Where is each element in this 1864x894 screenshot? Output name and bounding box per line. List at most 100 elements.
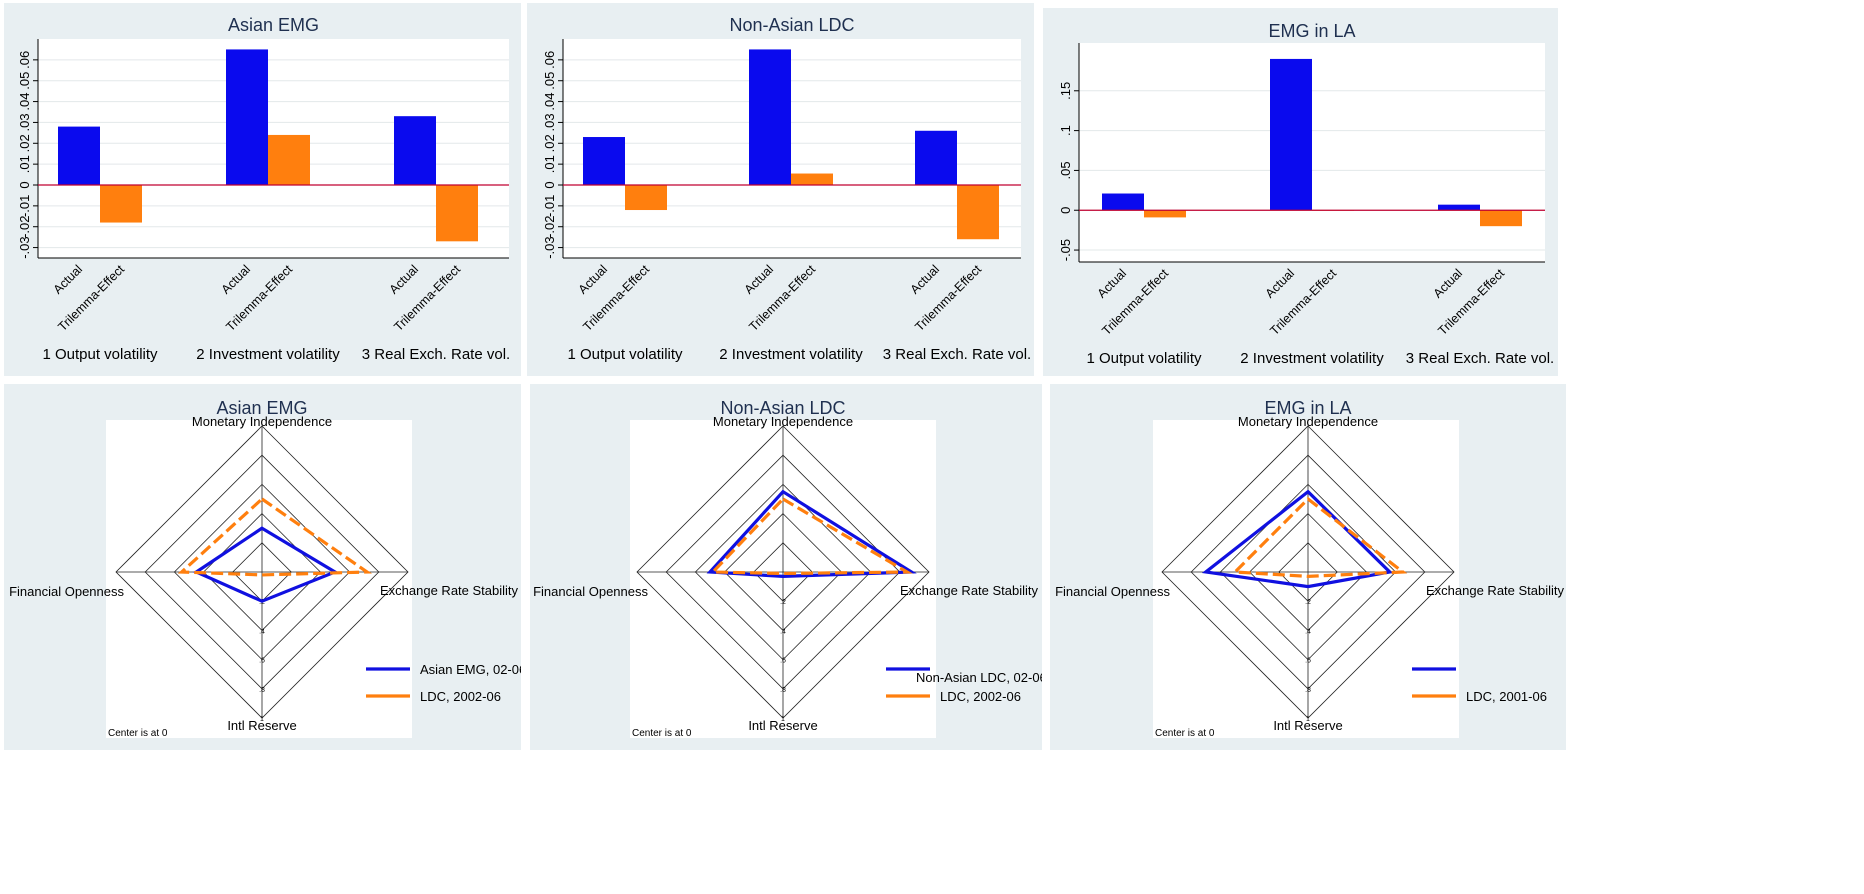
- bar-panel-non-asian-ldc: -.03 -.02 -.01 0 .01 .02 .03 .04 .05 .06 Non-Asian…: [527, 3, 1034, 376]
- bar-actual: [226, 49, 268, 185]
- bar-chart-asian-emg: -.03-.02-.01 0 .01 .02 .03 .04 .05 .06 Asian EMG…: [17, 15, 510, 363]
- bar-label: Actual: [1431, 266, 1465, 300]
- bar-actual: [583, 137, 625, 185]
- bar-panel-emg-in-la: -.05 0 .05 .1 .15 EMG in LA Actual Actual Actual…: [1043, 8, 1558, 376]
- y-tick-label: -.03: [17, 236, 32, 258]
- axis-label-left: Financial Openness: [533, 584, 648, 599]
- group-label: 3 Real Exch. Rate vol.: [362, 346, 510, 363]
- axis-label-top: Monetary Independence: [1238, 414, 1378, 429]
- group-label: 1 Output volatility: [1086, 350, 1202, 367]
- group-label: 3 Real Exch. Rate vol.: [1406, 350, 1554, 367]
- ring-label: .4: [780, 628, 786, 635]
- bar-trilemma-effect: [791, 173, 833, 185]
- bar-chart-emg-in-la: -.05 0 .05 .1 .15 EMG in LA Actual Actual Actual…: [1058, 21, 1554, 367]
- radar-series-solid: [192, 526, 339, 603]
- y-tick-label: 0: [17, 181, 32, 188]
- y-tick-label: .15: [1058, 82, 1073, 100]
- axis-label-bottom: Intl Reserve: [1273, 718, 1342, 733]
- bar-trilemma-effect: [1480, 210, 1522, 227]
- radar-series-dashed: [177, 496, 373, 577]
- ring-label: .8: [1305, 687, 1311, 694]
- legend-label: Asian EMG, 02-06: [420, 662, 521, 677]
- ring-label: 1: [1306, 716, 1310, 723]
- plot-area: [106, 420, 412, 738]
- bar-trilemma-effect: [268, 134, 310, 185]
- y-tick-label: -.03: [542, 236, 557, 258]
- chart-title: Non-Asian LDC: [729, 15, 854, 35]
- y-tick-label: -.02: [17, 216, 32, 238]
- y-tick-label: .05: [542, 72, 557, 90]
- bar-trilemma-effect: [1144, 210, 1186, 218]
- bar-label: Actual: [908, 262, 942, 296]
- group-label: 2 Investment volatility: [1240, 350, 1384, 367]
- center-note: Center is at 0: [632, 728, 692, 739]
- plot-area: [1153, 420, 1459, 738]
- y-tick-label: 0: [542, 181, 557, 188]
- ring-label: .6: [1305, 658, 1311, 665]
- y-tick-label: .04: [542, 93, 557, 111]
- radar-series-dashed: [1231, 496, 1408, 578]
- axis-label-top: Monetary Independence: [192, 414, 332, 429]
- radar-panel-asian-emg: .2.4.6.8 1 Asian EMG Monetary Independence E…: [4, 384, 521, 750]
- bar-label: Actual: [1263, 266, 1297, 300]
- bar-actual: [58, 126, 100, 185]
- y-tick-label: .02: [542, 134, 557, 152]
- bar-label: Actual: [387, 262, 421, 296]
- bar-actual: [915, 130, 957, 185]
- group-label: 3 Real Exch. Rate vol.: [883, 346, 1031, 363]
- y-tick-label: .05: [17, 72, 32, 90]
- bar-label: Actual: [742, 262, 776, 296]
- radar-panel-emg-in-la: .2 .4 .6 .8 1 EMG in LA Monetary Independence E…: [1050, 384, 1566, 750]
- radar-series-dashed: [709, 496, 913, 576]
- axis-label-top: Monetary Independence: [713, 414, 853, 429]
- radar-series-solid: [706, 489, 917, 578]
- ring-label: .4: [259, 628, 265, 635]
- chart-title: Asian EMG: [216, 398, 307, 418]
- center-note: Center is at 0: [108, 728, 168, 739]
- y-tick-label: .01: [17, 155, 32, 173]
- y-tick-label: .06: [17, 51, 32, 69]
- axis-label-right: Exchange Rate Stability: [900, 583, 1039, 598]
- group-label: 1 Output volatility: [42, 346, 158, 363]
- bar-label: Actual: [219, 262, 253, 296]
- chart-title: EMG in LA: [1268, 21, 1355, 41]
- chart-title: Non-Asian LDC: [720, 398, 845, 418]
- y-tick-label: 0: [1058, 207, 1073, 214]
- legend-label: LDC, 2002-06: [420, 689, 501, 704]
- axis-label-left: Financial Openness: [9, 584, 124, 599]
- group-label: 2 Investment volatility: [719, 346, 863, 363]
- y-tick-label: -.05: [1058, 239, 1073, 261]
- ring-label: 1: [260, 716, 264, 723]
- legend-label: LDC, 2002-06: [940, 689, 1021, 704]
- ring-label: 1: [781, 716, 785, 723]
- chart-title: Asian EMG: [228, 15, 319, 35]
- axis-label-bottom: Intl Reserve: [227, 718, 296, 733]
- group-label: 2 Investment volatility: [196, 346, 340, 363]
- ring-label: .4: [1305, 628, 1311, 635]
- center-note: Center is at 0: [1155, 728, 1215, 739]
- ring-label: .8: [780, 687, 786, 694]
- bar-trilemma-effect: [625, 185, 667, 211]
- y-tick-label: .1: [1058, 125, 1073, 136]
- y-tick-label: -.02: [542, 216, 557, 238]
- y-tick-label: .01: [542, 155, 557, 173]
- bar-actual: [1102, 193, 1144, 211]
- legend-label: Non-Asian LDC, 02-06: [916, 670, 1042, 685]
- bar-trilemma-effect: [957, 185, 999, 240]
- ring-label: .2: [1305, 599, 1311, 606]
- axis-label-right: Exchange Rate Stability: [1426, 583, 1565, 598]
- bar-panel-asian-emg: -.03 -.02 -.01 0 .01 .02 .03 .04 .05 .06 Asian EMG…: [4, 3, 521, 376]
- radar-series-solid: [1201, 489, 1394, 589]
- bar-actual: [394, 116, 436, 185]
- bar-label: Actual: [1095, 266, 1129, 300]
- ring-label: .2: [780, 599, 786, 606]
- radar-panel-non-asian-ldc: .2 .4 .6 .8 1 Non-Asian LDC Monetary Independe…: [530, 384, 1042, 750]
- bar-label: Actual: [576, 262, 610, 296]
- y-tick-label: .04: [17, 93, 32, 111]
- bar-label: Actual: [51, 262, 85, 296]
- ring-label: .6: [780, 658, 786, 665]
- bar-actual: [1438, 204, 1480, 211]
